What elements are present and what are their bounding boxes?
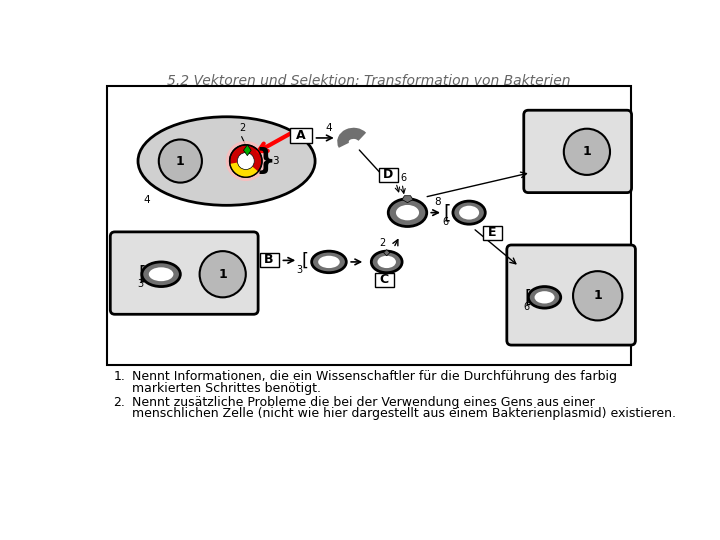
Circle shape — [226, 141, 266, 181]
Text: [: [ — [524, 288, 531, 306]
Ellipse shape — [377, 256, 396, 268]
Text: 6: 6 — [442, 217, 449, 227]
Text: 1: 1 — [218, 268, 227, 281]
Text: 4: 4 — [325, 123, 332, 132]
Bar — [107, 86, 631, 365]
Text: 3: 3 — [297, 265, 303, 275]
Ellipse shape — [372, 251, 402, 273]
Bar — [379, 168, 398, 182]
Text: Nennt Informationen, die ein Wissenschaftler für die Durchführung des farbig: Nennt Informationen, die ein Wissenschaf… — [132, 370, 617, 383]
Wedge shape — [230, 161, 258, 177]
Ellipse shape — [453, 201, 485, 224]
Text: [: [ — [443, 203, 451, 222]
Text: [: [ — [301, 252, 308, 269]
Bar — [483, 226, 503, 240]
Text: Nennt zusätzliche Probleme die bei der Verwendung eines Gens aus einer: Nennt zusätzliche Probleme die bei der V… — [132, 396, 595, 409]
Circle shape — [159, 139, 202, 183]
Text: A: A — [297, 129, 306, 142]
Bar — [260, 253, 279, 267]
Text: 1: 1 — [593, 289, 602, 302]
Text: menschlichen Zelle (nicht wie hier dargestellt aus einem Bakterienplasmid) exist: menschlichen Zelle (nicht wie hier darge… — [132, 408, 676, 421]
Text: 2: 2 — [379, 238, 386, 248]
Circle shape — [238, 153, 254, 170]
Ellipse shape — [528, 287, 561, 308]
Ellipse shape — [318, 256, 340, 268]
Text: 1.: 1. — [113, 370, 125, 383]
Text: B: B — [264, 253, 274, 266]
Text: 5.2 Vektoren und Selektion: Transformation von Bakterien: 5.2 Vektoren und Selektion: Transformati… — [167, 74, 571, 88]
Text: markierten Schrittes benötigt.: markierten Schrittes benötigt. — [132, 382, 321, 395]
Circle shape — [230, 145, 262, 177]
Text: 3: 3 — [272, 156, 279, 166]
Text: 2: 2 — [240, 123, 246, 132]
Text: 6: 6 — [400, 173, 407, 183]
Ellipse shape — [142, 262, 180, 287]
Bar — [375, 273, 395, 287]
Text: E: E — [488, 226, 497, 239]
Polygon shape — [384, 249, 390, 256]
Circle shape — [573, 271, 622, 320]
Ellipse shape — [534, 291, 554, 303]
Text: 8: 8 — [434, 197, 441, 207]
Text: 3: 3 — [138, 279, 143, 289]
Text: C: C — [380, 273, 389, 286]
Text: 2.: 2. — [113, 396, 125, 409]
Text: }: } — [255, 147, 275, 175]
Bar — [290, 128, 312, 143]
Ellipse shape — [312, 251, 346, 273]
Circle shape — [199, 251, 246, 298]
Ellipse shape — [396, 205, 419, 220]
Polygon shape — [243, 145, 251, 156]
Text: 1: 1 — [176, 154, 185, 167]
Polygon shape — [402, 195, 413, 202]
Text: [: [ — [138, 265, 145, 284]
FancyBboxPatch shape — [507, 245, 636, 345]
Ellipse shape — [138, 117, 315, 205]
Text: 4: 4 — [144, 194, 150, 205]
Text: 6: 6 — [523, 302, 529, 312]
FancyBboxPatch shape — [110, 232, 258, 314]
Ellipse shape — [388, 199, 427, 226]
Circle shape — [564, 129, 610, 175]
Text: 1: 1 — [582, 145, 591, 158]
FancyBboxPatch shape — [523, 110, 631, 193]
Text: D: D — [383, 168, 393, 181]
Circle shape — [238, 153, 254, 170]
Ellipse shape — [149, 267, 174, 281]
Ellipse shape — [459, 206, 479, 220]
